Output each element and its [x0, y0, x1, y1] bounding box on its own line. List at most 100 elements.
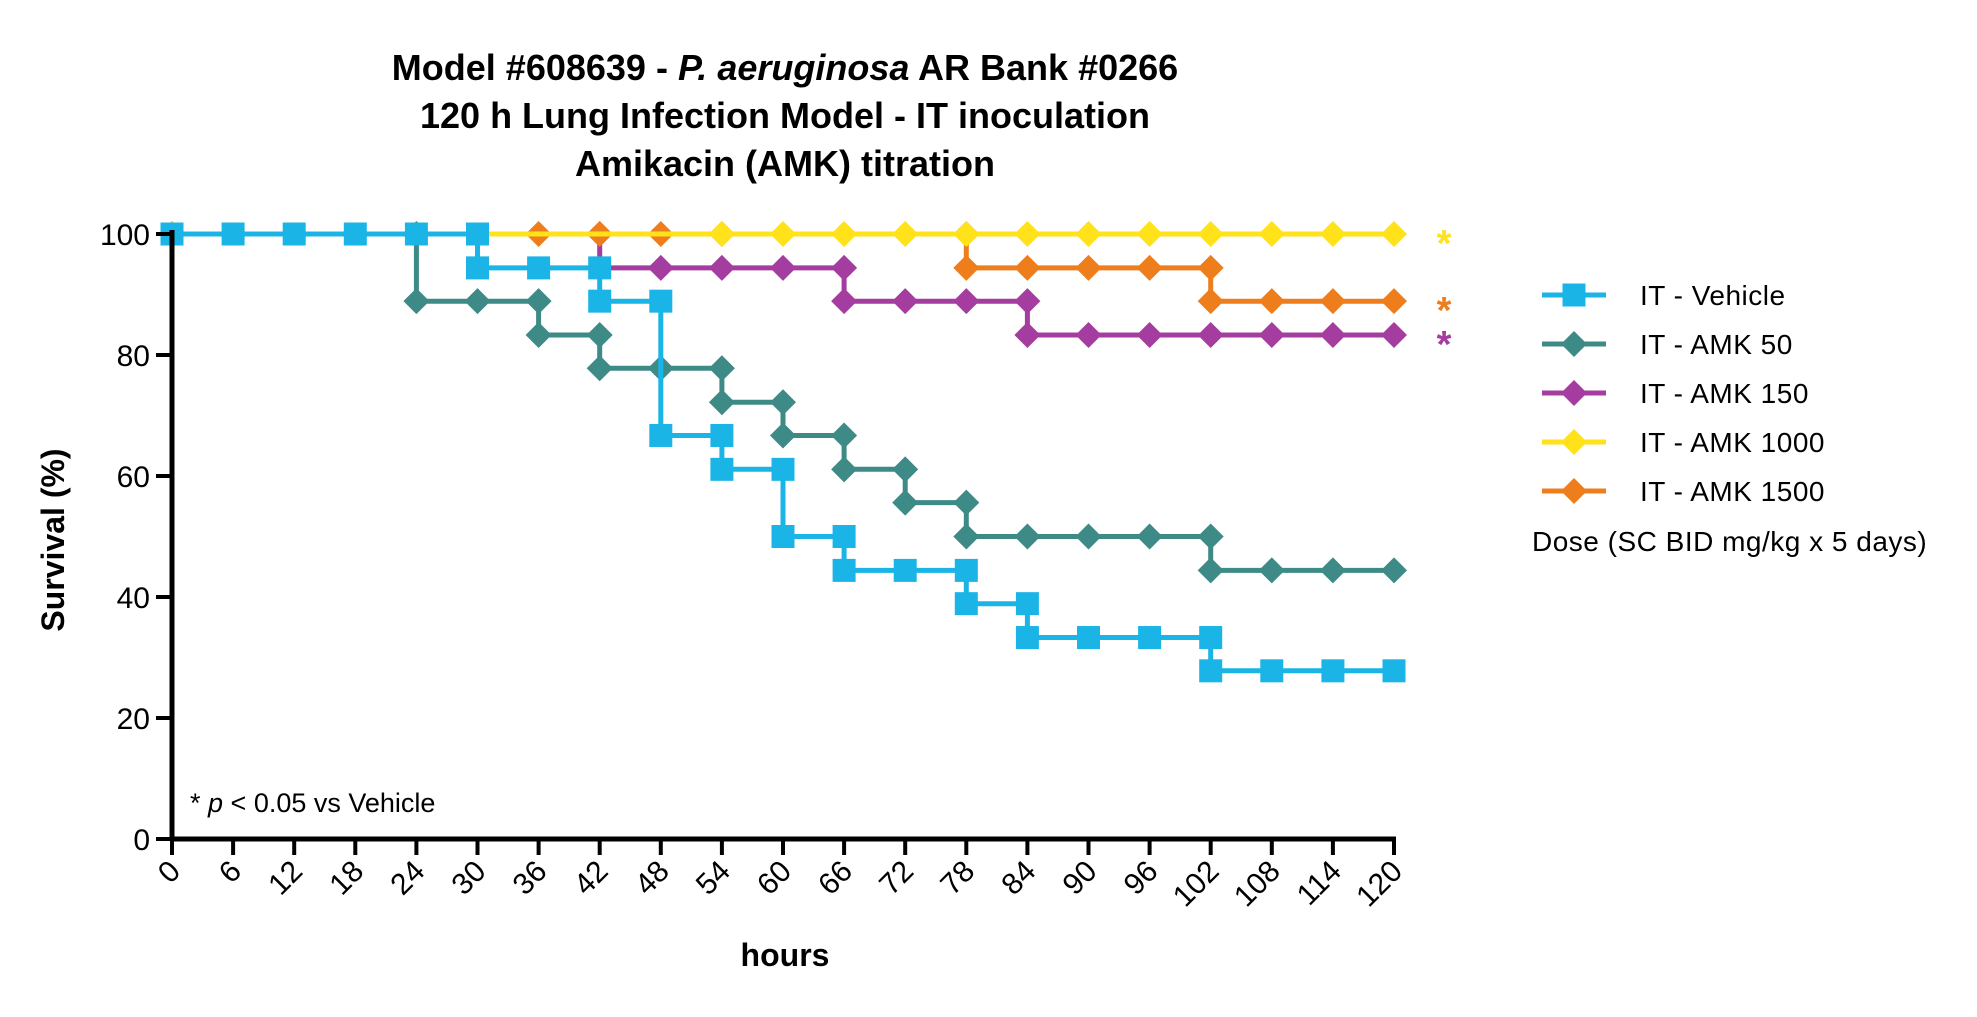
- data-point: [893, 558, 917, 582]
- legend-item: IT - AMK 150: [1542, 378, 1808, 409]
- data-point: [953, 254, 980, 281]
- data-point: [1321, 659, 1345, 683]
- data-point: [1014, 288, 1041, 315]
- data-point: [1260, 659, 1284, 683]
- plot-series: [159, 221, 1407, 683]
- data-point: [831, 456, 858, 483]
- title-part: AR Bank #0266: [909, 47, 1178, 88]
- significance-star: *: [1437, 290, 1452, 332]
- x-tick-label: 6: [213, 855, 248, 890]
- x-tick-label: 72: [873, 855, 920, 902]
- note-italic: p: [207, 788, 223, 818]
- x-tick-label: 60: [751, 855, 798, 902]
- data-point: [1381, 221, 1407, 247]
- legend-marker: [1561, 380, 1587, 406]
- title-part: Model #608639 -: [392, 47, 678, 88]
- data-point: [1015, 626, 1039, 650]
- p-value-note: * p < 0.05 vs Vehicle: [190, 788, 435, 818]
- data-point: [1075, 221, 1102, 247]
- data-point: [708, 221, 735, 247]
- data-point: [1136, 322, 1163, 349]
- x-tick-label: 96: [1118, 855, 1165, 902]
- data-point: [527, 256, 551, 280]
- x-tick-label: 120: [1350, 855, 1409, 914]
- x-tick-label: 36: [507, 855, 554, 902]
- data-point: [1014, 523, 1041, 550]
- x-tick-label: 84: [995, 855, 1042, 902]
- data-point: [1138, 626, 1162, 650]
- legend-marker: [1561, 429, 1587, 455]
- significance-star: *: [1437, 223, 1452, 265]
- data-point: [466, 222, 489, 246]
- legend-item: IT - Vehicle: [1542, 280, 1786, 311]
- x-tick-label: 78: [934, 855, 981, 902]
- data-point: [1014, 322, 1041, 349]
- data-point: [710, 423, 734, 447]
- data-point: [1258, 221, 1285, 247]
- y-tick-label: 60: [117, 461, 150, 494]
- data-point: [1015, 592, 1039, 616]
- data-point: [1319, 322, 1346, 349]
- data-point: [892, 288, 919, 315]
- legend-label: IT - Vehicle: [1640, 280, 1786, 311]
- data-point: [708, 254, 735, 281]
- data-point: [1319, 221, 1346, 247]
- data-point: [282, 222, 306, 246]
- data-point: [770, 254, 796, 281]
- data-point: [708, 389, 735, 416]
- title-line: 120 h Lung Infection Model - IT inoculat…: [420, 95, 1150, 136]
- x-tick-label: 0: [152, 855, 187, 890]
- data-point: [832, 525, 856, 548]
- data-point: [770, 422, 796, 449]
- x-tick-label: 66: [812, 855, 859, 902]
- data-point: [1381, 288, 1407, 315]
- data-point: [710, 457, 734, 481]
- x-tick-label: 114: [1291, 855, 1348, 912]
- data-point: [831, 422, 858, 449]
- data-point: [525, 322, 552, 349]
- data-point: [588, 289, 612, 313]
- data-point: [1136, 221, 1163, 247]
- significance-note: * p < 0.05 vs Vehicle: [190, 788, 435, 818]
- data-point: [708, 355, 735, 382]
- data-point: [1319, 288, 1346, 315]
- y-axis-label: Survival (%): [35, 448, 71, 631]
- data-point: [831, 254, 858, 281]
- legend-label: IT - AMK 1000: [1640, 427, 1825, 458]
- legend-title: Dose (SC BID mg/kg x 5 days): [1532, 526, 1927, 557]
- legend-marker: [1561, 478, 1587, 504]
- data-point: [649, 423, 673, 447]
- data-point: [1077, 626, 1100, 650]
- y-tick-label: 80: [117, 340, 150, 373]
- data-point: [1199, 626, 1223, 650]
- legend-item: IT - AMK 1000: [1542, 427, 1825, 458]
- data-point: [771, 525, 795, 548]
- data-point: [1199, 659, 1223, 683]
- series-it-amk-50: [159, 221, 1407, 584]
- legend-item: IT - AMK 50: [1542, 329, 1793, 360]
- data-point: [464, 288, 491, 315]
- y-tick-label: 40: [117, 582, 150, 615]
- x-axis-label: hours: [741, 937, 830, 973]
- x-tick-label: 42: [568, 855, 615, 902]
- data-point: [1258, 322, 1285, 349]
- data-point: [1197, 254, 1224, 281]
- x-tick-label: 54: [690, 855, 737, 902]
- x-tick-label: 90: [1057, 855, 1104, 902]
- data-point: [832, 558, 856, 582]
- significance-stars: ***: [1437, 223, 1452, 366]
- data-point: [770, 221, 796, 247]
- legend-marker: [1562, 283, 1586, 307]
- legend-label: IT - AMK 50: [1640, 329, 1793, 360]
- data-point: [1075, 523, 1102, 550]
- data-point: [1075, 254, 1102, 281]
- data-point: [1381, 322, 1407, 349]
- data-point: [1197, 221, 1224, 247]
- data-point: [953, 221, 980, 247]
- data-point: [892, 489, 919, 516]
- x-tick-label: 12: [262, 855, 309, 902]
- data-point: [649, 289, 673, 313]
- data-point: [831, 221, 858, 247]
- legend: IT - Vehicle IT - AMK 50 IT - AMK 150 IT - …: [1542, 280, 1825, 507]
